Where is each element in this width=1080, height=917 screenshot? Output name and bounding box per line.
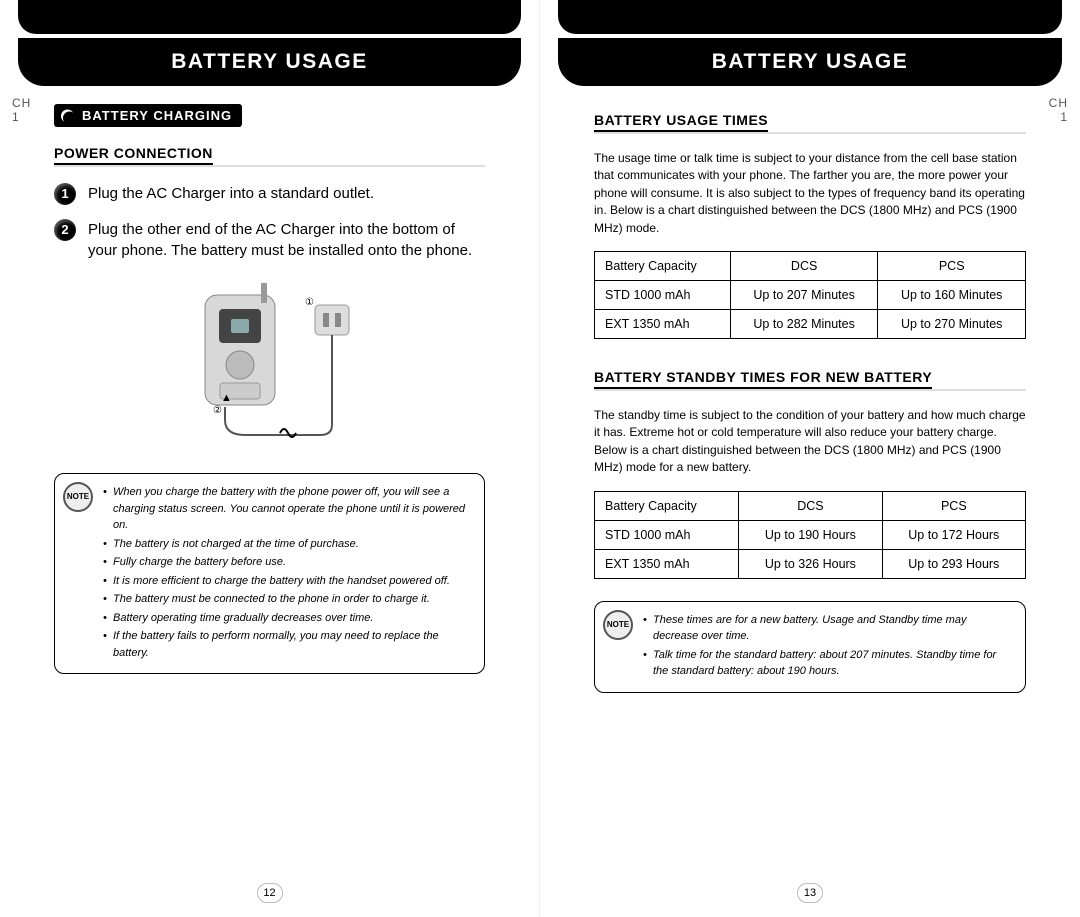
svg-text:①: ①	[305, 297, 314, 308]
svg-text:②: ②	[213, 405, 222, 416]
note-icon: NOTE	[63, 482, 93, 512]
header-title: BATTERY USAGE	[558, 38, 1062, 86]
table-cell: Up to 282 Minutes	[730, 309, 878, 338]
table-cell: STD 1000 mAh	[595, 520, 739, 549]
note-item: It is more efficient to charge the batte…	[103, 573, 472, 590]
usage-times-table: Battery Capacity DCS PCS STD 1000 mAh Up…	[594, 251, 1026, 339]
page-header: BATTERY USAGE	[18, 0, 521, 90]
table-cell: EXT 1350 mAh	[595, 549, 739, 578]
table-header: DCS	[739, 491, 882, 520]
table-header: Battery Capacity	[595, 491, 739, 520]
usage-times-intro: The usage time or talk time is subject t…	[594, 150, 1026, 237]
table-header: PCS	[882, 491, 1025, 520]
page-number: 12	[257, 883, 283, 903]
step-text: Plug the other end of the AC Charger int…	[88, 219, 485, 261]
table-cell: Up to 326 Hours	[739, 549, 882, 578]
standby-times-table: Battery Capacity DCS PCS STD 1000 mAh Up…	[594, 491, 1026, 579]
note-box: NOTE When you charge the battery with th…	[54, 473, 485, 674]
table-cell: Up to 172 Hours	[882, 520, 1025, 549]
note-icon: NOTE	[603, 610, 633, 640]
chapter-tab: CH 1	[12, 96, 31, 125]
standby-times-intro: The standby time is subject to the condi…	[594, 407, 1026, 477]
section-badge: BATTERY CHARGING	[54, 104, 242, 127]
header-title: BATTERY USAGE	[18, 38, 521, 86]
table-cell: Up to 160 Minutes	[878, 280, 1026, 309]
subheading-power-connection: POWER CONNECTION	[54, 145, 213, 165]
table-cell: Up to 207 Minutes	[730, 280, 878, 309]
table-cell: Up to 270 Minutes	[878, 309, 1026, 338]
svg-text:▲: ▲	[221, 392, 232, 404]
page-number: 13	[797, 883, 823, 903]
note-box: NOTE These times are for a new battery. …	[594, 601, 1026, 693]
step-2: 2 Plug the other end of the AC Charger i…	[54, 219, 485, 261]
subheading-standby-times: BATTERY STANDBY TIMES FOR NEW BATTERY	[594, 369, 932, 389]
step-number-icon: 2	[54, 219, 76, 241]
step-number-icon: 1	[54, 183, 76, 205]
table-cell: STD 1000 mAh	[595, 280, 731, 309]
table-header: DCS	[730, 251, 878, 280]
chapter-tab: CH 1	[1049, 96, 1068, 125]
step-1: 1 Plug the AC Charger into a standard ou…	[54, 183, 485, 205]
table-cell: Up to 293 Hours	[882, 549, 1025, 578]
note-item: The battery is not charged at the time o…	[103, 536, 472, 553]
note-item: Talk time for the standard battery: abou…	[643, 647, 1013, 680]
subheading-usage-times: BATTERY USAGE TIMES	[594, 112, 768, 132]
table-cell: EXT 1350 mAh	[595, 309, 731, 338]
table-header: PCS	[878, 251, 1026, 280]
table-cell: Up to 190 Hours	[739, 520, 882, 549]
table-header: Battery Capacity	[595, 251, 731, 280]
note-item: Fully charge the battery before use.	[103, 554, 472, 571]
note-item: If the battery fails to perform normally…	[103, 628, 472, 661]
page-header: BATTERY USAGE	[558, 0, 1062, 90]
note-item: These times are for a new battery. Usage…	[643, 612, 1013, 645]
page-left: BATTERY USAGE CH 1 BATTERY CHARGING POWE…	[0, 0, 540, 917]
note-item: The battery must be connected to the pho…	[103, 591, 472, 608]
note-item: Battery operating time gradually decreas…	[103, 610, 472, 627]
page-right: BATTERY USAGE CH 1 BATTERY USAGE TIMES T…	[540, 0, 1080, 917]
step-text: Plug the AC Charger into a standard outl…	[88, 183, 374, 205]
phone-charging-diagram: ① ② ▲	[54, 275, 485, 455]
note-item: When you charge the battery with the pho…	[103, 484, 472, 534]
